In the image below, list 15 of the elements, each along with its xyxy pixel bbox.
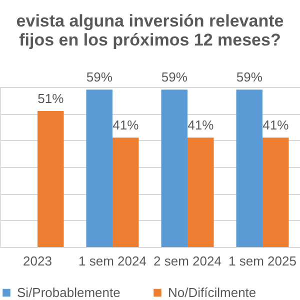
x-tick-label: 1 sem 2024 — [78, 254, 146, 268]
x-tick-label: 2023 — [23, 254, 52, 268]
text: evista alguna inversión relevante — [16, 12, 284, 31]
data-label: 41% — [188, 118, 214, 133]
data-label: 41% — [112, 118, 140, 133]
data-label: 59% — [236, 70, 263, 85]
data-label: 59% — [161, 70, 188, 85]
x-tick-label: 1 sem 2025 — [228, 254, 296, 268]
legend-label: Si/Probablemente — [17, 284, 120, 300]
data-label: 41% — [262, 118, 290, 133]
data-label: 51% — [38, 91, 64, 106]
text: fijos en los próximos 12 meses? — [19, 30, 281, 50]
data-label: 59% — [86, 70, 113, 85]
x-tick-label: 2 sem 2024 — [154, 254, 222, 268]
legend-label: No/Difícilmente — [168, 284, 256, 300]
